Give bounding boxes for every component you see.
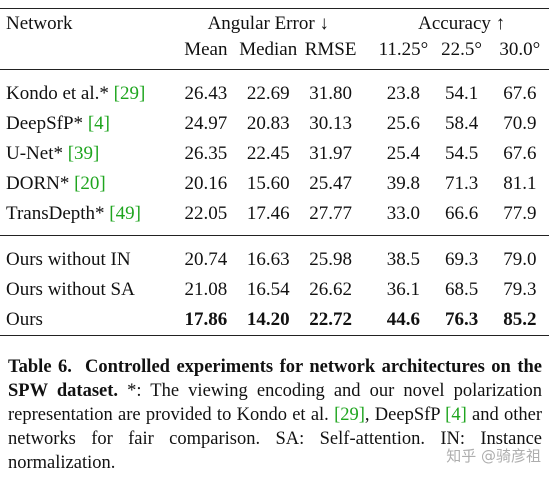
watermark: 知乎 @骑彦祖 — [446, 447, 541, 465]
cell-acc-30: 79.3 — [503, 279, 537, 300]
header-mean: Mean — [184, 39, 228, 60]
citation-link[interactable]: [4] — [445, 405, 467, 425]
cell-mean: 22.05 — [184, 203, 228, 224]
cell-rmse: 27.77 — [309, 203, 352, 224]
cell-mean: 20.74 — [184, 249, 228, 270]
table-row: Ours without IN 20.74 16.63 25.98 38.5 6… — [0, 236, 549, 275]
results-table: Network Angular Error ↓ Accuracy ↑ Mean … — [0, 8, 549, 336]
header-acc-11: 11.25° — [378, 39, 429, 60]
cell-rmse: 26.62 — [309, 279, 352, 300]
cell-acc-11: 25.4 — [386, 143, 421, 164]
citation-link[interactable]: [49] — [109, 203, 141, 224]
table-row: Ours without SA 21.08 16.54 26.62 36.1 6… — [0, 275, 549, 305]
network-name: Ours — [6, 309, 43, 330]
cell-median: 20.83 — [246, 113, 290, 134]
cell-rmse: 31.97 — [309, 143, 352, 164]
table-row: DORN* [20] 20.16 15.60 25.47 39.8 71.3 8… — [0, 169, 549, 199]
cell-median: 17.46 — [246, 203, 290, 224]
cell-median: 14.20 — [246, 309, 290, 330]
cell-acc-22: 69.3 — [444, 249, 479, 270]
cell-acc-22: 54.1 — [444, 83, 479, 104]
cell-acc-22: 58.4 — [444, 113, 479, 134]
cell-acc-22: 71.3 — [444, 173, 479, 194]
table-row: TransDepth* [49] 22.05 17.46 27.77 33.0 … — [0, 199, 549, 236]
table-row: U-Net* [39] 26.35 22.45 31.97 25.4 54.5 … — [0, 139, 549, 169]
citation-link[interactable]: [29] — [113, 83, 146, 104]
cell-mean: 20.16 — [184, 173, 228, 194]
caption-text-3: and other networks for fair comparison. … — [8, 405, 542, 473]
header-row-top: Network Angular Error ↓ Accuracy ↑ — [0, 8, 549, 40]
cell-rmse: 22.72 — [309, 309, 352, 330]
table-divider — [0, 235, 549, 236]
network-name: DORN* [20] — [6, 173, 106, 194]
header-accuracy: Accuracy ↑ — [418, 13, 506, 34]
cell-acc-11: 23.8 — [386, 83, 421, 104]
cell-acc-11: 44.6 — [386, 309, 421, 330]
cell-median: 22.45 — [246, 143, 290, 164]
caption-text-1: *: The viewing encoding and our novel po… — [8, 381, 542, 425]
citation-link[interactable]: [39] — [67, 143, 100, 164]
cell-mean: 24.97 — [184, 113, 228, 134]
table-row-best: Ours 17.86 14.20 22.72 44.6 76.3 85.2 — [0, 305, 549, 336]
results-table-container: Network Angular Error ↓ Accuracy ↑ Mean … — [0, 8, 549, 336]
caption-label: Table 6. — [8, 357, 72, 377]
network-name: DeepSfP* [4] — [6, 113, 110, 134]
header-median: Median — [239, 39, 298, 60]
caption-title: Controlled experiments for network archi… — [8, 357, 543, 401]
cell-rmse: 30.13 — [309, 113, 352, 134]
network-name: U-Net* [39] — [6, 143, 100, 164]
cell-acc-22: 68.5 — [444, 279, 479, 300]
cell-acc-22: 66.6 — [444, 203, 479, 224]
cell-acc-30: 85.2 — [503, 309, 537, 330]
cell-acc-11: 25.6 — [386, 113, 421, 134]
network-name: Kondo et al.* [29] — [6, 83, 146, 104]
cell-acc-22: 76.3 — [444, 309, 479, 330]
cell-median: 15.60 — [246, 173, 290, 194]
citation-link[interactable]: [20] — [74, 173, 106, 194]
header-rmse: RMSE — [304, 39, 357, 60]
cell-acc-22: 54.5 — [444, 143, 479, 164]
citation-link[interactable]: [4] — [87, 113, 110, 134]
citation-link[interactable]: [29] — [334, 405, 365, 425]
header-acc-30: 30.0° — [499, 39, 541, 60]
cell-acc-11: 38.5 — [386, 249, 421, 270]
cell-acc-11: 36.1 — [386, 279, 421, 300]
network-name: TransDepth* [49] — [6, 203, 141, 224]
cell-rmse: 31.80 — [309, 83, 352, 104]
network-name: Ours without IN — [6, 249, 131, 270]
header-row-sub: Mean Median RMSE 11.25° 22.5° 30.0° — [0, 39, 549, 70]
cell-acc-30: 70.9 — [503, 113, 537, 134]
header-acc-22: 22.5° — [441, 39, 483, 60]
cell-acc-30: 67.6 — [503, 143, 537, 164]
cell-mean: 17.86 — [184, 309, 228, 330]
table-row: Kondo et al.* [29] 26.43 22.69 31.80 23.… — [0, 70, 549, 110]
cell-acc-11: 39.8 — [386, 173, 421, 194]
cell-acc-30: 77.9 — [503, 203, 537, 224]
network-name: Ours without SA — [6, 279, 135, 300]
cell-rmse: 25.47 — [309, 173, 352, 194]
cell-mean: 26.35 — [184, 143, 228, 164]
caption-text-2: , DeepSfP — [364, 405, 446, 425]
cell-median: 16.63 — [246, 249, 290, 270]
cell-median: 16.54 — [246, 279, 290, 300]
table-row: DeepSfP* [4] 24.97 20.83 30.13 25.6 58.4… — [0, 109, 549, 139]
cell-acc-11: 33.0 — [386, 203, 421, 224]
table-caption: Table 6. Controlled experiments for netw… — [8, 355, 542, 475]
header-network: Network — [6, 13, 73, 34]
cell-mean: 21.08 — [184, 279, 228, 300]
cell-mean: 26.43 — [184, 83, 228, 104]
header-angular-error: Angular Error ↓ — [207, 13, 329, 34]
cell-acc-30: 79.0 — [503, 249, 537, 270]
cell-acc-30: 81.1 — [503, 173, 537, 194]
cell-acc-30: 67.6 — [503, 83, 537, 104]
cell-median: 22.69 — [246, 83, 290, 104]
cell-rmse: 25.98 — [309, 249, 352, 270]
